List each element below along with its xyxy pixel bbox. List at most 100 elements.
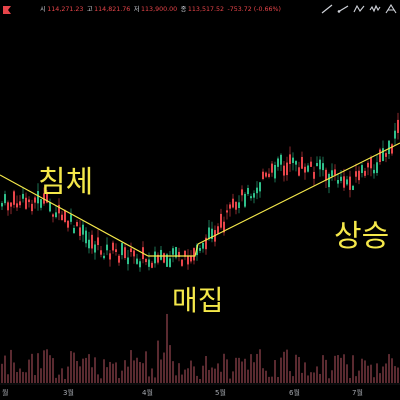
volume-bar (397, 367, 399, 383)
volume-bar (112, 363, 114, 383)
candle (193, 248, 195, 261)
volume-bar (382, 366, 384, 383)
candle (82, 224, 84, 235)
volume-bar (334, 355, 336, 383)
candle (40, 199, 42, 208)
volume-bar (247, 369, 249, 383)
projection-tool-icon[interactable] (384, 3, 398, 15)
volume-bar (196, 375, 198, 383)
red-flag-logo-icon[interactable] (2, 5, 12, 15)
candle (121, 242, 123, 256)
candle (262, 171, 264, 179)
candle (133, 250, 135, 257)
volume-bar (337, 355, 339, 383)
candle (373, 169, 375, 174)
candle (337, 180, 339, 184)
candle (100, 250, 102, 255)
candle (391, 144, 393, 154)
volume-bar (61, 368, 63, 383)
close-value: 113,517.52 (187, 6, 224, 13)
x-tick-label: 4월 (142, 388, 153, 397)
candle (181, 259, 183, 266)
zigzag-tool-icon[interactable] (368, 3, 382, 15)
volume-bar (232, 371, 234, 383)
volume-bar (367, 365, 369, 383)
volume-bar (157, 340, 159, 383)
candle (331, 170, 333, 177)
ray-tool-icon[interactable] (336, 3, 350, 15)
candle (217, 226, 219, 234)
candle (13, 191, 15, 205)
volume-bar (271, 376, 273, 383)
candle (112, 242, 114, 251)
volume-bar (46, 349, 48, 383)
candle (109, 253, 111, 260)
candle (325, 169, 327, 181)
candle (37, 191, 39, 204)
candle (298, 167, 300, 176)
volume-bar (127, 366, 129, 383)
volume-bar (328, 378, 330, 383)
candle (322, 163, 324, 171)
volume-bar (322, 355, 324, 383)
volume-bar (1, 363, 3, 383)
volume-bar (16, 372, 18, 383)
volume-bar (25, 372, 27, 383)
volume-bar (172, 361, 174, 383)
volume-bar (115, 362, 117, 383)
candle (91, 234, 93, 249)
candle (190, 256, 192, 262)
volume-bar (250, 354, 252, 383)
candle (292, 157, 294, 163)
pattern-tool-icon[interactable] (352, 3, 366, 15)
volume-bar (154, 377, 156, 383)
candle (346, 179, 348, 185)
volume-bar (358, 370, 360, 383)
candle (70, 214, 72, 222)
volume-bar (73, 352, 75, 383)
candle (163, 253, 165, 263)
candle (124, 247, 126, 259)
volume-bar (355, 376, 357, 383)
volume-bar (316, 366, 318, 383)
annotation-rise: 상승 (334, 219, 389, 254)
volume-bar (244, 358, 246, 383)
candle (271, 163, 273, 173)
volume-bar (34, 375, 36, 383)
annotation-accumulation: 매집 (172, 284, 224, 317)
volume-bar (346, 364, 348, 383)
candle (31, 203, 33, 212)
volume-bar (19, 368, 21, 383)
volume-bar (193, 366, 195, 383)
volume-bar (85, 357, 87, 383)
candle (235, 201, 237, 210)
candle (73, 227, 75, 234)
candle (349, 176, 351, 190)
volume-bar (394, 366, 396, 383)
volume-bar (376, 363, 378, 383)
candle (361, 165, 363, 173)
volume-bar (121, 370, 123, 383)
volume-bar (331, 370, 333, 383)
candle (247, 187, 249, 195)
candle (313, 171, 315, 179)
candle (34, 197, 36, 203)
trendlines (0, 142, 400, 257)
candle (280, 154, 282, 165)
candle (205, 237, 207, 250)
candle (316, 163, 318, 167)
volume-bar (166, 313, 168, 383)
volume-bar (49, 355, 51, 383)
volume-bar (253, 362, 255, 383)
x-tick-label: 3월 (63, 388, 74, 397)
ohlc-readout: 시 114,271.23 고 114,821.76 저 113,900.00 종 113… (40, 4, 283, 13)
volume-bar (181, 374, 183, 383)
volume-bar (58, 374, 60, 383)
volume-bar (136, 357, 138, 383)
volume-bar (190, 360, 192, 383)
line-tool-icon[interactable] (320, 3, 334, 15)
candle (382, 148, 384, 162)
candle (256, 187, 258, 194)
candle (199, 248, 201, 251)
